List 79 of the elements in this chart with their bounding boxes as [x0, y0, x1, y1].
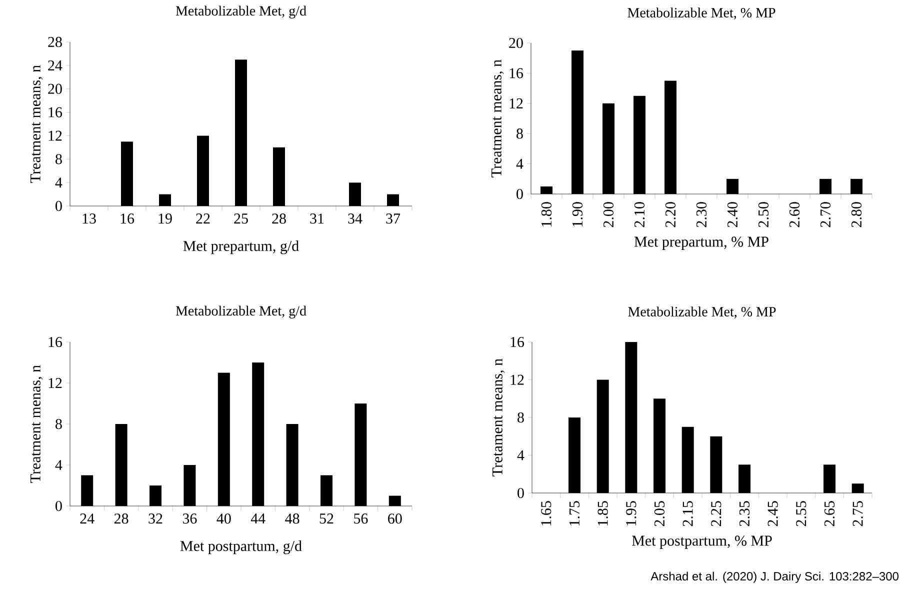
x-tick-label: 40 — [216, 514, 231, 524]
x-tick-label: 2.30 — [696, 202, 707, 228]
x-tick-label: 2.40 — [727, 202, 738, 228]
chart-title: Metabolizable Met, g/d — [176, 306, 306, 318]
x-tick-label: 44 — [250, 514, 266, 524]
x-tick-label: 2.00 — [603, 202, 614, 228]
y-tick-label: 8 — [518, 412, 524, 423]
x-tick-label: 19 — [158, 214, 172, 224]
x-axis-title: Met prepartum, g/d — [183, 240, 299, 254]
x-tick-label: 2.60 — [789, 202, 800, 228]
y-tick-label: 0 — [516, 188, 523, 200]
y-axis-title: Treatment means, n — [491, 60, 504, 178]
x-tick-label: 2.35 — [739, 501, 750, 526]
y-tick-label: 16 — [510, 68, 524, 78]
x-tick-label: 1.85 — [598, 501, 608, 526]
y-tick-label: 8 — [56, 418, 62, 430]
y-tick-label: 20 — [48, 84, 62, 94]
x-tick-label: 56 — [354, 514, 368, 524]
x-tick-label: 31 — [310, 214, 324, 224]
x-tick-label: 52 — [320, 514, 334, 524]
y-tick-label: 8 — [56, 154, 62, 164]
x-tick-label: 1.95 — [626, 501, 636, 526]
y-tick-label: 4 — [55, 460, 62, 470]
x-tick-label: 32 — [148, 514, 162, 524]
y-tick-label: 20 — [509, 38, 523, 48]
text: Arshad et al. (2020) J. Dairy Sci. 103:282–300 — [650, 572, 899, 583]
y-tick-label: 4 — [55, 178, 62, 188]
x-tick-label: 1.65 — [541, 501, 552, 526]
y-tick-label: 12 — [48, 130, 62, 141]
x-tick-label: 2.20 — [665, 202, 676, 228]
y-tick-label: 0 — [518, 488, 524, 498]
x-axis-title: Met postpartum, g/d — [180, 540, 302, 554]
x-tick-label: 13 — [82, 214, 96, 224]
x-tick-label: 24 — [80, 514, 94, 524]
x-tick-label: 28 — [272, 214, 286, 224]
y-tick-label: 16 — [48, 336, 62, 348]
x-axis-title: Met postpartum, % MP — [632, 536, 772, 549]
x-tick-label: 2.15 — [682, 501, 693, 526]
x-tick-label: 2.70 — [820, 202, 831, 228]
x-tick-label: 2.65 — [824, 501, 835, 526]
y-axis-title: Treatment menas, n — [30, 365, 43, 483]
y-tick-label: 16 — [48, 107, 62, 118]
x-tick-label: 1.80 — [541, 202, 552, 226]
x-tick-label: 16 — [120, 214, 134, 224]
x-tick-label: 1.75 — [569, 501, 580, 526]
y-tick-label: 4 — [517, 450, 524, 460]
x-tick-label: 34 — [348, 214, 362, 224]
x-tick-label: 36 — [182, 514, 197, 524]
y-tick-label: 0 — [56, 200, 62, 212]
y-tick-label: 12 — [48, 378, 62, 388]
x-tick-label: 2.25 — [711, 501, 722, 526]
x-tick-label: 2.10 — [634, 202, 645, 228]
y-tick-label: 4 — [516, 158, 524, 169]
chart-title: Metabolizable Met, g/d — [176, 6, 306, 18]
chart-title: Metabolizable Met, % MP — [628, 8, 776, 20]
y-tick-label: 12 — [510, 98, 523, 108]
y-tick-label: 28 — [48, 36, 62, 48]
y-tick-label: 24 — [48, 60, 62, 70]
x-tick-label: 48 — [285, 514, 300, 524]
x-tick-label: 37 — [386, 214, 400, 224]
x-axis-title: Met prepartum, % MP — [634, 236, 768, 250]
x-tick-label: 2.50 — [758, 202, 769, 228]
x-tick-label: 22 — [196, 214, 210, 224]
x-tick-label: 2.75 — [852, 501, 863, 526]
x-tick-label: 25 — [234, 214, 248, 224]
x-tick-label: 28 — [114, 514, 128, 524]
y-tick-label: 16 — [510, 336, 524, 348]
y-tick-label: 8 — [516, 128, 523, 139]
x-tick-label: 60 — [388, 514, 402, 524]
x-tick-label: 2.05 — [654, 501, 665, 526]
x-tick-label: 2.45 — [768, 501, 778, 526]
chart-title: Metabolizable Met, % MP — [628, 306, 776, 318]
x-tick-label: 2.80 — [851, 202, 862, 228]
y-tick-label: 12 — [510, 374, 524, 385]
y-axis-title: Treatment means, n — [30, 65, 43, 183]
y-axis-title: Tretament means, n — [492, 358, 505, 476]
x-tick-label: 1.90 — [572, 202, 583, 226]
x-tick-label: 2.55 — [796, 501, 806, 526]
y-tick-label: 0 — [56, 500, 62, 512]
